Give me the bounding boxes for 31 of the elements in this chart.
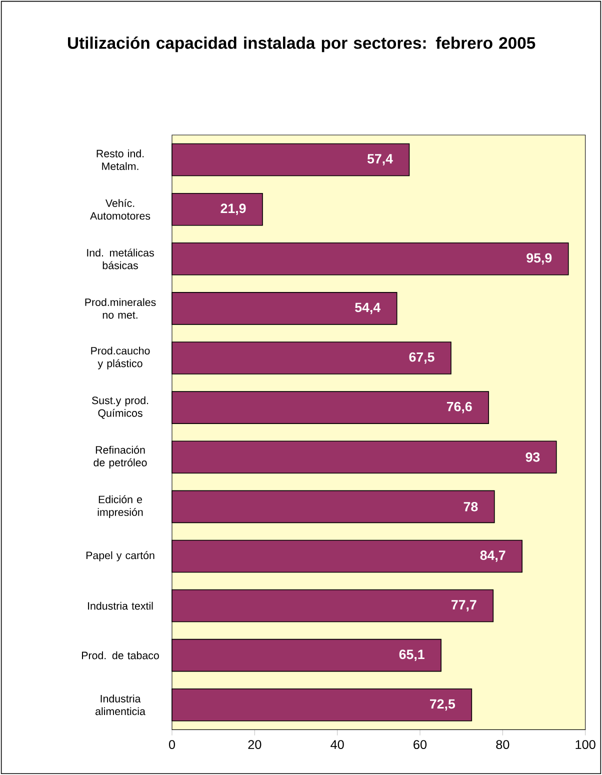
y-tick-label: Industria textil — [88, 602, 153, 610]
x-tick-label: 20 — [248, 740, 262, 750]
data-label: 78 — [464, 502, 478, 512]
y-tick-label: Sust.y prod. Químicos — [92, 396, 148, 419]
data-label: 72,5 — [430, 699, 456, 711]
y-tick-label: Industria alimenticia — [96, 694, 146, 716]
x-tick-label: 0 — [168, 740, 176, 750]
y-tick-label: Resto ind. Metalm. — [96, 150, 144, 170]
x-tick-label: 80 — [496, 740, 510, 750]
x-tick-label: 100 — [576, 740, 596, 750]
x-tick-label: 60 — [414, 740, 427, 750]
chart-title: Utilización capacidad instalada por sectores: febrero 2005 — [68, 36, 536, 52]
x-tick-label: 40 — [330, 740, 344, 750]
data-label: 67,5 — [409, 352, 434, 364]
y-tick-label: Papel y cartón — [86, 551, 154, 562]
y-tick-label: Refinación de petróleo — [94, 446, 147, 468]
y-tick-label: Ind. metálicas básicas — [87, 248, 154, 270]
data-label: 95,9 — [526, 253, 552, 265]
y-tick-label: Prod.minerales no met. — [85, 298, 156, 319]
data-label: 57,4 — [367, 154, 393, 166]
y-tick-label: Vehíc. Automotores — [90, 199, 150, 220]
y-tick-label: Prod.caucho y plástico — [91, 346, 150, 370]
y-tick-label: Prod. de tabaco — [82, 651, 159, 660]
data-label: 84,7 — [480, 550, 506, 562]
data-label: 76,6 — [446, 402, 472, 414]
data-label: 93 — [526, 452, 540, 462]
data-label: 77,7 — [452, 600, 476, 612]
y-tick-label: Edición e impresión — [98, 495, 143, 518]
data-label: 65,1 — [399, 650, 424, 662]
data-label: 54,4 — [355, 302, 381, 314]
data-label: 21,9 — [220, 204, 246, 216]
